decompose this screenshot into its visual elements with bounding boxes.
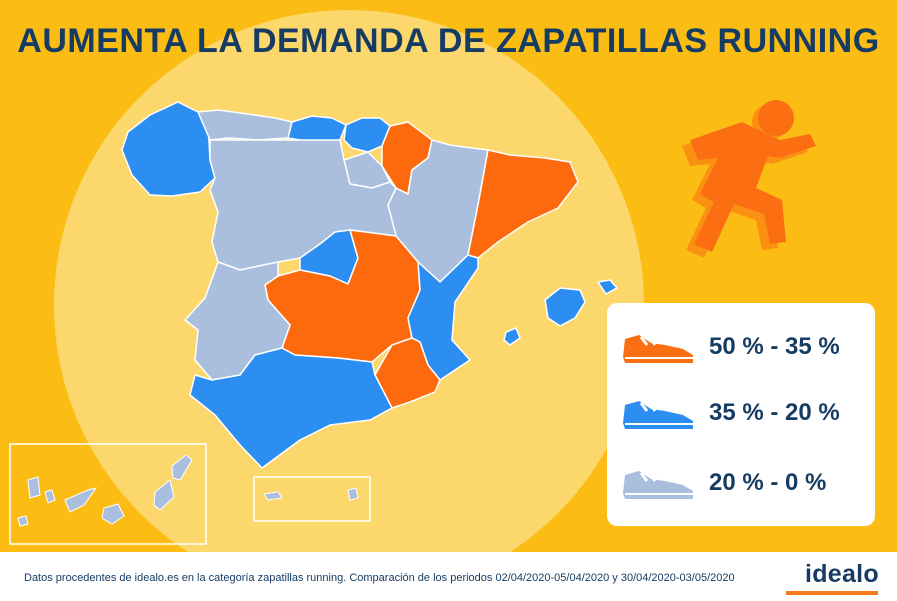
region-baleares-menorca	[597, 279, 618, 295]
canarias-inset-frame	[9, 443, 207, 545]
legend-label: 20 % - 0 %	[709, 469, 827, 496]
region-cataluna	[467, 149, 579, 259]
region-ceuta	[263, 491, 283, 501]
region-canarias	[27, 476, 41, 499]
legend: 50 % - 35 % 35 % - 20 % 20 % - 0 %	[607, 303, 875, 526]
region-canarias	[153, 479, 175, 511]
running-shoe-icon	[623, 470, 693, 499]
footer: Datos procedentes de idealo.es en la cat…	[0, 552, 897, 601]
region-cantabria	[287, 115, 347, 143]
region-canarias	[64, 487, 98, 513]
region-melilla	[347, 487, 359, 501]
region-canarias	[17, 515, 29, 527]
legend-item-high: 50 % - 35 %	[621, 325, 866, 369]
page-title: AUMENTA LA DEMANDA DE ZAPATILLAS RUNNING	[17, 22, 880, 60]
runner-icon	[682, 100, 816, 258]
legend-label: 35 % - 20 %	[709, 399, 840, 426]
ceuta-melilla-inset-frame	[253, 476, 371, 522]
region-canarias	[101, 503, 125, 525]
idealo-logo[interactable]: idealo	[804, 560, 879, 588]
region-asturias	[197, 109, 293, 141]
region-murcia	[374, 337, 441, 409]
region-canarias	[171, 454, 193, 481]
region-baleares-mallorca	[544, 287, 586, 327]
running-shoe-icon	[623, 400, 693, 429]
region-baleares-ibiza	[503, 327, 521, 346]
legend-label: 50 % - 35 %	[709, 333, 840, 360]
region-andalucia	[189, 347, 393, 469]
region-canarias	[44, 489, 56, 504]
running-shoe-icon	[623, 334, 693, 363]
source-note: Datos procedentes de idealo.es en la cat…	[24, 572, 735, 584]
legend-item-medium: 35 % - 20 %	[621, 391, 866, 435]
legend-item-low: 20 % - 0 %	[621, 461, 866, 505]
logo-underline	[786, 591, 878, 595]
